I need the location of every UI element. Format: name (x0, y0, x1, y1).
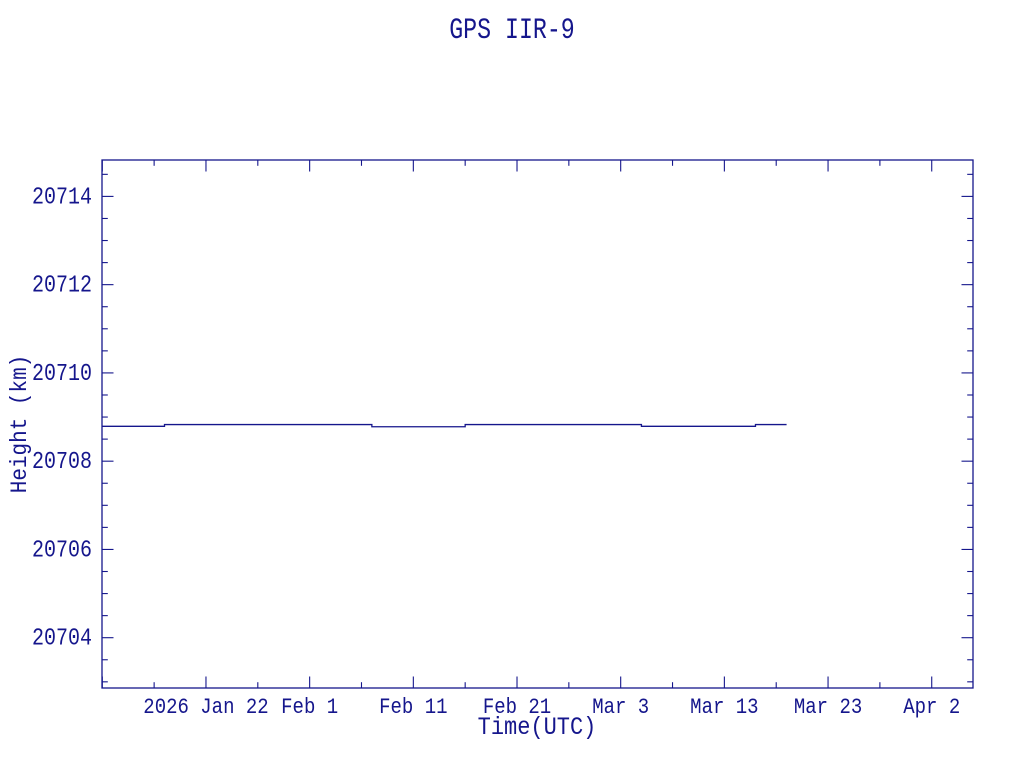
svg-text:20704: 20704 (32, 625, 92, 652)
svg-text:Mar 13: Mar 13 (690, 696, 758, 721)
svg-text:Mar 23: Mar 23 (794, 696, 862, 721)
svg-text:20706: 20706 (32, 537, 92, 564)
svg-text:20708: 20708 (32, 449, 92, 476)
svg-text:20714: 20714 (32, 184, 92, 211)
svg-text:20712: 20712 (32, 272, 92, 299)
svg-text:Time(UTC): Time(UTC) (478, 714, 597, 743)
svg-text:2026 Jan 22: 2026 Jan 22 (143, 696, 268, 721)
svg-text:Feb 1: Feb 1 (281, 696, 338, 721)
svg-text:20710: 20710 (32, 360, 92, 387)
svg-text:Apr 2: Apr 2 (903, 696, 960, 721)
svg-text:Height (km): Height (km) (7, 355, 33, 494)
svg-text:Mar 3: Mar 3 (592, 696, 649, 721)
svg-text:Feb 11: Feb 11 (379, 696, 447, 721)
svg-text:GPS IIR-9: GPS IIR-9 (449, 15, 575, 49)
